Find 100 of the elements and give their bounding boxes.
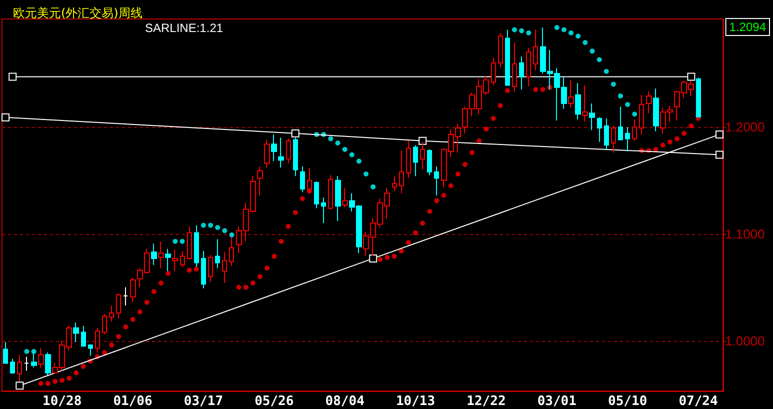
point (604, 68, 609, 74)
candlestick (95, 327, 100, 354)
candlestick (589, 102, 595, 131)
point (229, 232, 234, 238)
point (215, 224, 220, 230)
candlestick (264, 139, 270, 168)
point (715, 150, 724, 159)
candlestick (413, 144, 418, 177)
candlestick (24, 356, 29, 372)
candlestick (286, 138, 291, 164)
x-tick-label: 07/24 (678, 394, 718, 409)
point (582, 40, 588, 46)
candlestick (611, 125, 616, 154)
candlestick (604, 118, 609, 150)
candlestick (102, 314, 107, 335)
point (2, 113, 10, 122)
point (687, 72, 696, 81)
y-tick-label: 1.1000 (725, 226, 765, 242)
point (618, 93, 624, 98)
point (172, 238, 178, 244)
candlestick (151, 242, 157, 266)
candlestick (130, 277, 136, 303)
candlestick (180, 250, 185, 268)
point (356, 158, 362, 164)
point (8, 72, 17, 81)
point (596, 57, 602, 62)
candlestick (335, 176, 341, 222)
candlestick (582, 84, 588, 122)
candlestick (88, 344, 93, 356)
candlestick (3, 341, 8, 364)
point (24, 348, 30, 354)
x-tick-label: 03/01 (537, 394, 577, 409)
point (632, 112, 638, 117)
candlestick (639, 94, 644, 135)
point (568, 30, 574, 36)
candlestick (533, 29, 538, 71)
candlestick (618, 106, 623, 140)
candlestick (505, 29, 510, 86)
candlestick (109, 304, 114, 322)
candlestick (399, 150, 404, 194)
candlestick (491, 56, 496, 86)
text: 1.2094 (729, 20, 766, 34)
candlestick (632, 118, 637, 142)
x-tick-label: 03/17 (184, 394, 224, 409)
candlestick (38, 348, 44, 368)
candlestick (646, 91, 652, 114)
candlestick (293, 137, 298, 177)
point (349, 152, 354, 158)
candlestick (201, 250, 206, 289)
x-tick-label: 08/04 (325, 394, 365, 409)
candlestick (526, 47, 531, 87)
candlestick (116, 293, 121, 319)
point (180, 238, 185, 244)
point (576, 34, 581, 39)
candlestick (328, 174, 333, 210)
point (370, 184, 376, 190)
candlestick (172, 249, 178, 272)
point (208, 222, 214, 228)
point (715, 130, 724, 138)
candlestick (597, 116, 602, 142)
point (561, 27, 566, 32)
candlestick (123, 286, 128, 306)
point (335, 140, 340, 146)
x-tick-label: 01/06 (113, 394, 153, 409)
candlestick (653, 88, 659, 132)
candlestick (392, 176, 397, 192)
point (519, 28, 524, 34)
candlestick (187, 226, 192, 260)
annotation: SARLINE:1.21 (145, 21, 224, 35)
candlestick (81, 325, 86, 347)
candlestick (498, 32, 503, 68)
candlestick (519, 56, 524, 90)
point (291, 129, 300, 138)
point (328, 136, 334, 142)
candlestick (427, 148, 432, 176)
candlestick (278, 137, 284, 168)
candlestick (342, 187, 348, 208)
x-tick-label: 05/26 (254, 394, 294, 409)
candlestick (321, 197, 326, 224)
point (512, 27, 517, 32)
point (369, 254, 378, 262)
point (222, 228, 228, 234)
x-tick-label: 10/13 (396, 394, 436, 409)
candlestick (215, 238, 220, 269)
candlestick (568, 79, 574, 108)
candlestick (625, 126, 630, 152)
candlestick (222, 252, 227, 284)
candlestick (45, 352, 51, 376)
candlestick (575, 82, 581, 120)
candlestick (512, 42, 517, 92)
y-tick-label: 1.0000 (725, 333, 765, 348)
x-tick-label: 10/28 (42, 394, 82, 409)
point (554, 25, 560, 30)
point (200, 222, 206, 228)
point (610, 82, 616, 87)
point (418, 136, 427, 145)
point (342, 146, 348, 152)
y-tick-label: 1.2000 (725, 119, 765, 134)
candlestick (314, 180, 319, 209)
point (31, 348, 36, 354)
